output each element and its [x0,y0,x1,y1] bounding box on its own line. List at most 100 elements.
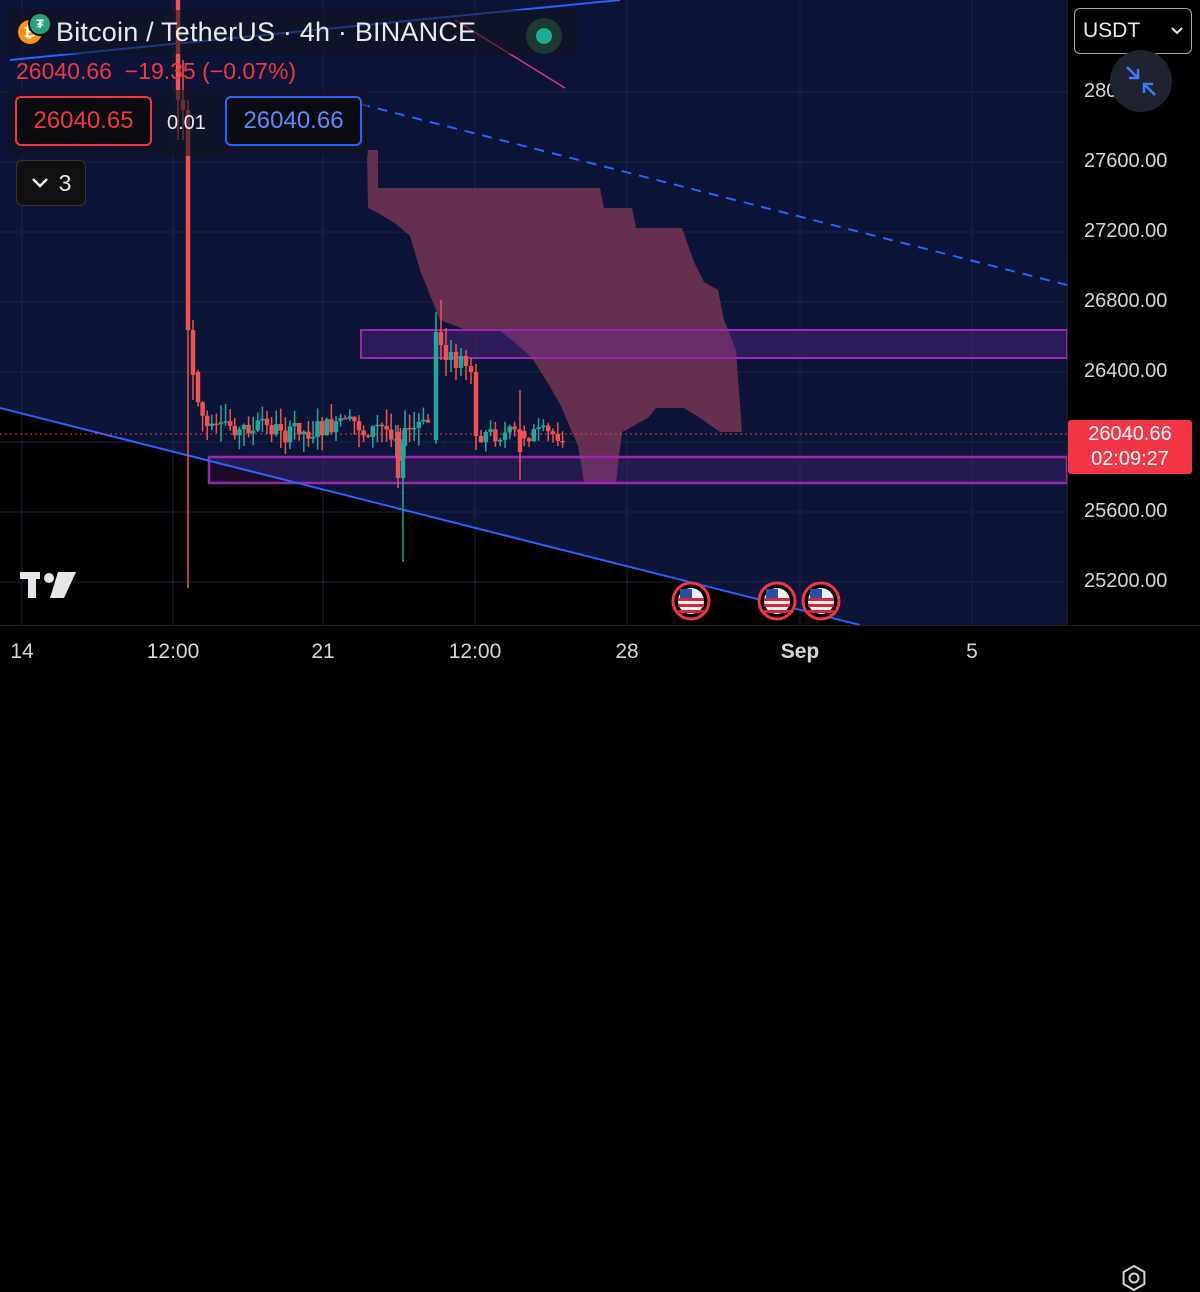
candle-body [389,429,394,440]
candle-body [269,425,274,435]
currency-value: USDT [1083,19,1141,42]
time-tick: 28 [615,640,639,663]
candle-body [453,352,459,368]
time-tick: 12:00 [146,640,200,663]
lower-trendline [0,407,861,625]
candle-body [306,431,311,439]
candle-body [379,424,385,427]
time-scale[interactable]: 14 12:00 21 12:00 28 Sep 5 [0,625,1200,1292]
candle-body [251,430,256,434]
candle-body [536,427,541,430]
candle-body [310,436,316,439]
price-change: 26040.66 −19.35 (−0.07%) [16,58,296,85]
candle-body [443,345,449,360]
chart-area[interactable]: ₿ ₮ Bitcoin / TetherUS · 4h · BINANCE 26… [0,0,1067,625]
candle-body [361,430,366,436]
candle-body [458,356,464,368]
price-tick: 26800.00 [1084,290,1168,312]
candle-body [526,438,532,442]
event-markers [671,581,841,621]
candle-body [493,429,498,442]
candle-body [347,416,352,419]
candle-body [546,425,551,432]
candle-body [218,422,224,425]
candle-body [531,429,536,442]
candle-body [185,110,191,330]
us-flag-icon[interactable] [671,581,711,621]
candle-body [425,419,431,423]
candle-body [463,356,469,366]
time-tick: 21 [311,640,335,663]
candle-body [421,419,426,422]
change-value: −19.35 [124,58,196,84]
candle-body [287,426,293,443]
candle-body [255,420,260,431]
candle-body [223,421,228,423]
candle-body [200,402,205,416]
candle-body [264,418,270,426]
price-tick: 280 [1084,80,1118,102]
candle-body [541,425,546,428]
tradingview-logo-icon [20,572,76,598]
candle-body [228,421,233,426]
price-tick: 27600.00 [1084,150,1168,172]
candle-body [352,416,357,422]
resistance-zone [360,329,1067,359]
candle-body [412,427,417,430]
candle-body [320,421,325,436]
time-tick: 12:00 [448,640,502,663]
last-price-label: 26040.66 02:09:27 [1068,420,1192,474]
collapse-button[interactable] [1110,50,1172,112]
indicators-toggle-button[interactable]: 3 [16,160,86,206]
candle-body [370,425,375,437]
candle-body [478,436,484,443]
time-tick: Sep [780,640,820,663]
us-flag-icon[interactable] [801,581,841,621]
currency-select[interactable]: USDT [1074,8,1192,54]
candle-body [324,419,329,436]
candle-body [366,435,371,437]
change-percent: (−0.07%) [202,58,297,84]
candle-body [407,427,412,430]
ichimoku-cloud [367,150,742,482]
candle-body [395,432,401,478]
candle-body [333,421,339,433]
candle-body [297,422,302,435]
candle-body [400,440,406,478]
buy-button[interactable]: 26040.66 [225,96,362,146]
candle-body [195,372,201,403]
bar-countdown: 02:09:27 [1091,448,1169,470]
symbol-legend[interactable]: ₿ ₮ Bitcoin / TetherUS · 4h · BINANCE [8,10,578,54]
symbol-title[interactable]: Bitcoin / TetherUS · 4h · BINANCE [56,16,477,47]
candle-body [488,429,493,433]
candle-body [550,431,556,434]
price-tick: 27200.00 [1084,220,1168,242]
last-price-value: 26040.66 [16,58,112,84]
support-zone [207,455,1067,485]
candle-body [292,422,297,427]
candle-body [232,425,237,436]
candle-body [278,424,283,431]
price-tick: 26400.00 [1084,360,1168,382]
candle-body [433,332,439,440]
price-tick: 25600.00 [1084,500,1168,522]
candle-body [246,424,251,434]
time-tick: 5 [966,640,978,663]
candle-body [190,330,196,375]
candle-body [274,424,279,435]
last-price-axis-value: 26040.66 [1088,423,1172,445]
spread-value: 0.01 [167,112,206,134]
price-chart[interactable] [0,0,1067,625]
candle-body [356,421,362,431]
us-flag-icon[interactable] [757,581,797,621]
candle-body [560,440,565,443]
sell-button[interactable]: 26040.65 [15,96,152,146]
indicators-count: 3 [58,169,72,196]
settings-icon[interactable] [1120,1264,1148,1292]
candle-body [483,432,488,443]
candle-body [214,423,219,426]
market-status-icon [526,18,562,54]
collapse-arrows-icon [1126,66,1156,96]
candle-body [502,432,508,440]
candle-body [315,421,320,437]
